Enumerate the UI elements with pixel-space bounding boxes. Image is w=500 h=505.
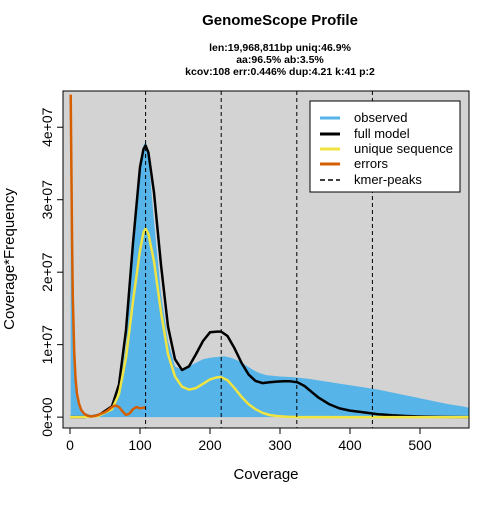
legend-label-kmer-peaks: kmer-peaks [354,172,422,187]
model-lines-layer [69,94,470,419]
y-tick-label: 1e+07 [39,325,55,365]
x-tick-label: 0 [66,437,74,453]
x-tick-label: 400 [338,437,362,453]
x-axis-label: Coverage [233,466,298,483]
y-tick-label: 3e+07 [39,180,55,220]
legend: observed full model unique sequence erro… [309,100,461,193]
x-tick-label: 200 [198,437,222,453]
legend-label-full-model: full model [354,126,410,141]
y-axis: 0e+00 1e+07 2e+07 3e+07 4e+07 [39,107,63,437]
x-tick-label: 300 [268,437,292,453]
observed-layer [70,112,469,418]
y-axis-label: Coverage*Frequency [1,188,18,330]
y-tick-label: 0e+00 [39,397,55,437]
legend-label-errors: errors [354,156,388,171]
x-tick-label: 100 [128,437,152,453]
x-tick-label: 500 [408,437,432,453]
series-unique-sequence-line [69,227,469,419]
chart-subtitle-line-2: aa:96.5% ab:3.5% [236,54,324,66]
chart-subtitle-line-3: kcov:108 err:0.446% dup:4.21 k:41 p:2 [185,66,375,78]
legend-label-unique-sequence: unique sequence [354,141,453,156]
chart-subtitle-line-1: len:19,968,811bp uniq:46.9% [209,42,351,54]
x-axis: 0 100 200 300 400 500 [66,428,432,453]
y-tick-label: 2e+07 [39,252,55,292]
series-observed-area [70,112,469,418]
legend-label-observed: observed [354,110,407,125]
legend-box [309,100,461,193]
series-errors-line [69,94,146,418]
y-tick-label: 4e+07 [39,107,55,147]
chart-title: GenomeScope Profile [202,12,358,29]
series-full-model-line [69,144,470,419]
plot-panel-border [62,90,470,429]
